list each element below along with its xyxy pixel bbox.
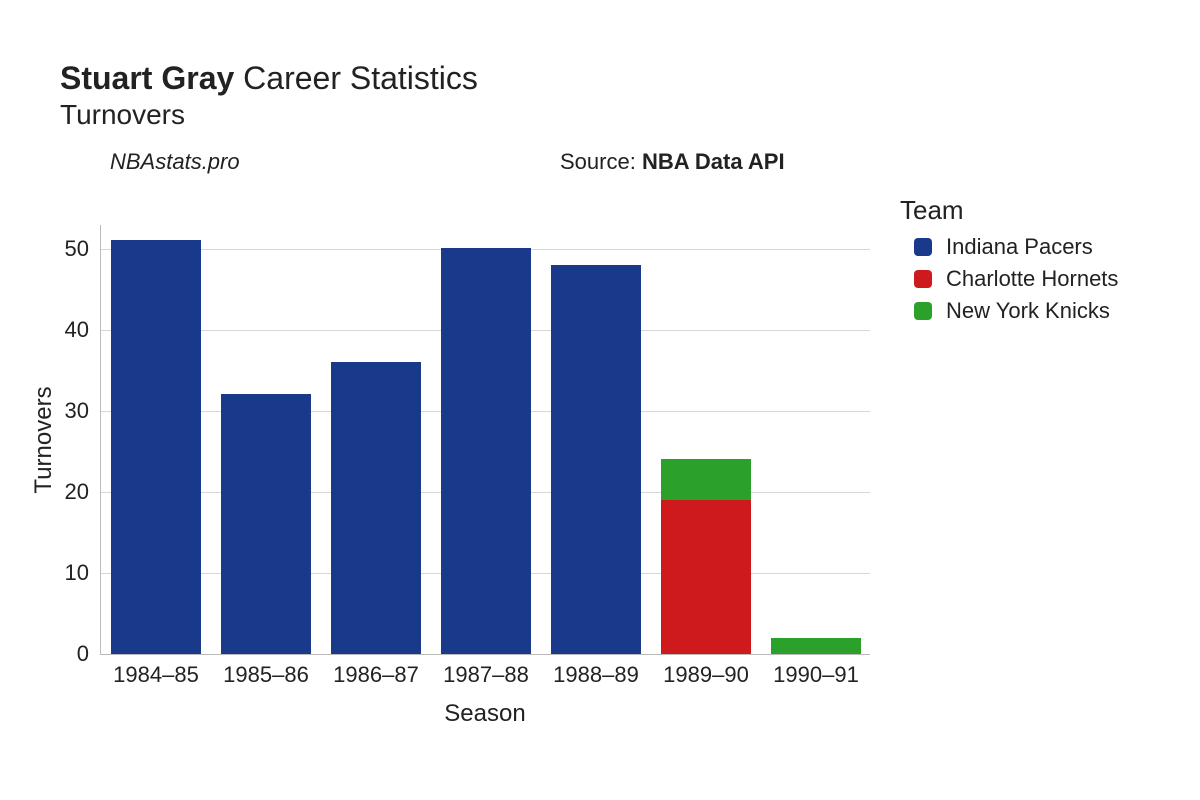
chart-title: Stuart Gray Career Statistics xyxy=(60,60,1140,97)
x-tick-label: 1987–88 xyxy=(443,662,529,688)
bar-segment xyxy=(661,500,751,654)
source-credit: Source: NBA Data API xyxy=(560,149,785,175)
legend-label: New York Knicks xyxy=(946,298,1110,324)
legend-swatch xyxy=(914,302,932,320)
x-tick-label: 1986–87 xyxy=(333,662,419,688)
legend-swatch xyxy=(914,270,932,288)
y-tick-label: 40 xyxy=(65,317,89,343)
bar-segment xyxy=(331,362,421,654)
source-name: NBA Data API xyxy=(642,149,785,174)
x-tick-label: 1985–86 xyxy=(223,662,309,688)
legend-swatch xyxy=(914,238,932,256)
bar-segment xyxy=(661,459,751,500)
legend-item: New York Knicks xyxy=(900,298,1118,324)
y-tick-label: 10 xyxy=(65,560,89,586)
legend-item: Charlotte Hornets xyxy=(900,266,1118,292)
legend-item: Indiana Pacers xyxy=(900,234,1118,260)
chart-meta-row: NBAstats.pro Source: NBA Data API xyxy=(60,149,1140,179)
bar-segment xyxy=(441,248,531,654)
y-tick-label: 20 xyxy=(65,479,89,505)
title-player-name: Stuart Gray xyxy=(60,60,234,96)
y-tick-label: 0 xyxy=(77,641,89,667)
x-axis-title: Season xyxy=(100,700,870,728)
x-tick-label: 1988–89 xyxy=(553,662,639,688)
legend-label: Indiana Pacers xyxy=(946,234,1093,260)
x-tick-label: 1990–91 xyxy=(773,662,859,688)
site-credit: NBAstats.pro xyxy=(110,149,240,175)
legend: Team Indiana Pacers Charlotte Hornets New … xyxy=(900,195,1118,330)
bar-segment xyxy=(221,394,311,654)
title-rest: Career Statistics xyxy=(234,60,478,96)
bar-segment xyxy=(111,240,201,654)
x-tick-label: 1989–90 xyxy=(663,662,749,688)
plot-area: 010203040501984–851985–861986–871987–881… xyxy=(100,225,870,655)
y-tick-label: 30 xyxy=(65,398,89,424)
legend-title: Team xyxy=(900,195,1118,226)
legend-label: Charlotte Hornets xyxy=(946,266,1118,292)
chart-subtitle: Turnovers xyxy=(60,99,1140,131)
x-tick-label: 1984–85 xyxy=(113,662,199,688)
y-axis-title: Turnovers xyxy=(30,386,58,493)
y-tick-label: 50 xyxy=(65,236,89,262)
source-prefix: Source: xyxy=(560,149,642,174)
bar-segment xyxy=(551,265,641,654)
bar-segment xyxy=(771,638,861,654)
